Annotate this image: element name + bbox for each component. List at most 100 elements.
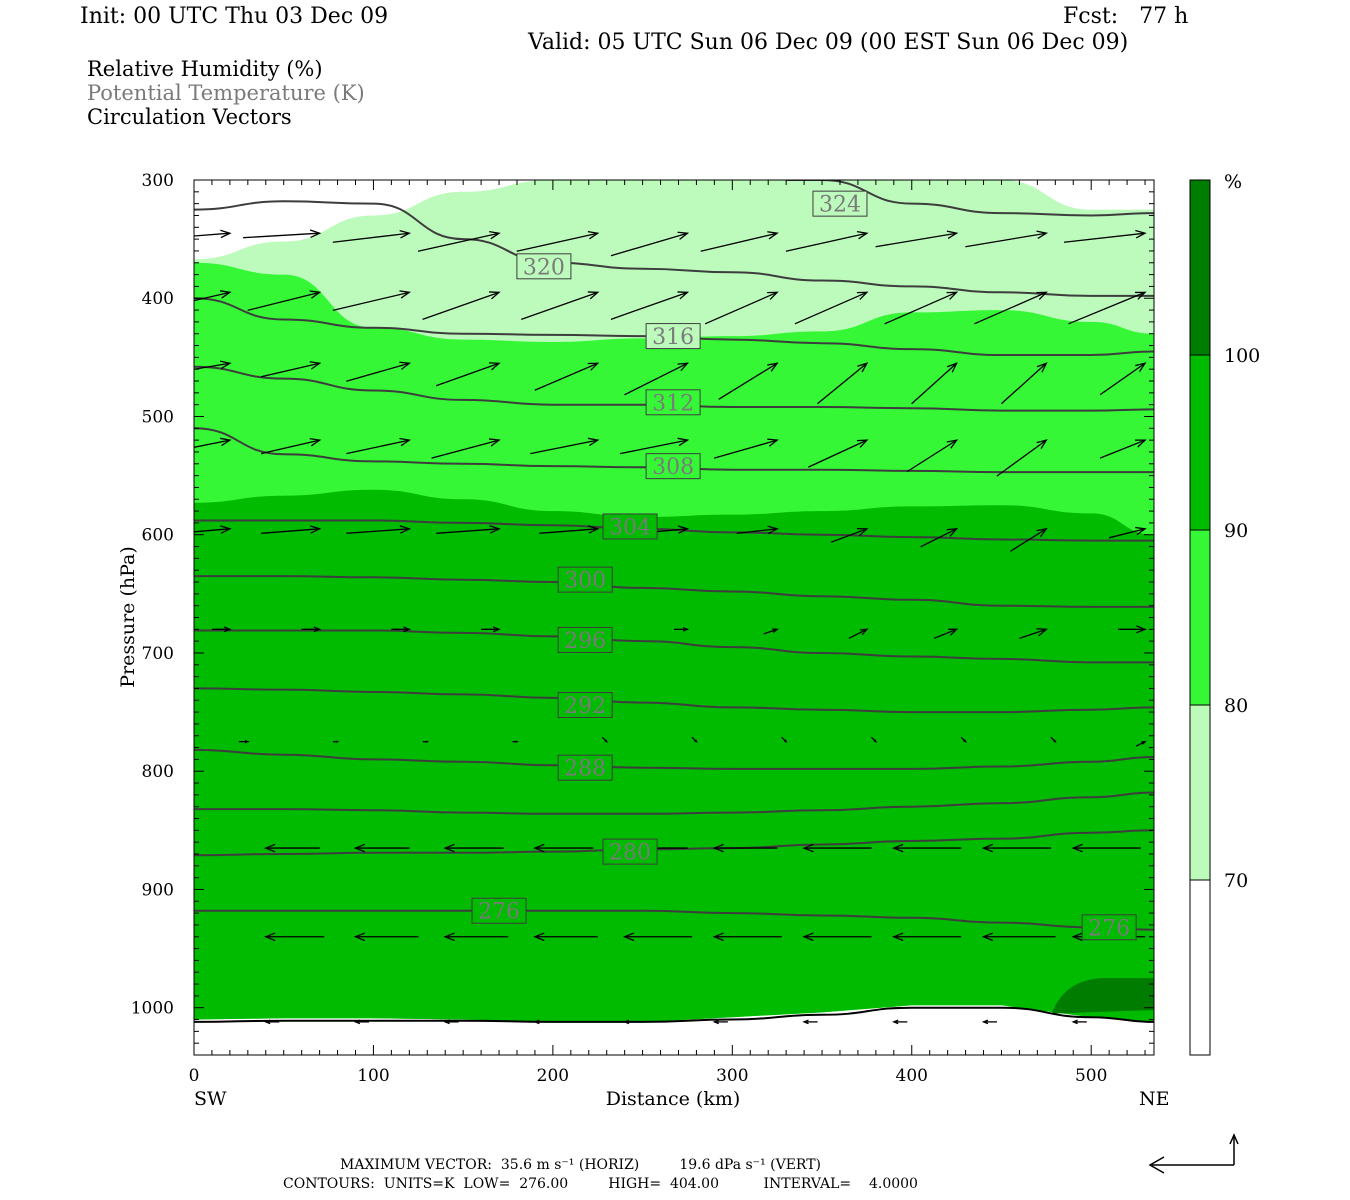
circulation-vector <box>391 626 412 633</box>
theta-label-box-320 <box>516 253 572 280</box>
theta-label-box-312 <box>645 389 701 416</box>
circulation-vector <box>534 362 600 391</box>
y-tick-label: 900 <box>142 880 174 900</box>
circulation-vector <box>422 291 501 320</box>
circulation-vector <box>346 361 412 382</box>
circulation-vector <box>516 230 600 252</box>
circulation-vector <box>194 290 232 302</box>
circulation-vector <box>974 291 1048 325</box>
field-rh-title: Relative Humidity (%) <box>87 57 323 81</box>
theta-label-box-324 <box>812 190 868 217</box>
circulation-vector <box>194 437 232 448</box>
theta-contour-276 <box>194 909 1154 931</box>
circulation-vector <box>539 525 600 534</box>
colorbar-tick-label: 100 <box>1224 345 1260 367</box>
circulation-vector <box>712 932 782 942</box>
circulation-vector <box>892 843 962 853</box>
circulation-vector <box>353 1019 369 1025</box>
circulation-vector <box>736 525 779 535</box>
circulation-vector <box>848 628 869 639</box>
circulation-vector <box>243 229 322 239</box>
circulation-vector <box>1000 362 1048 405</box>
contour-info: CONTOURS: UNITS=K LOW= 276.00 HIGH= 404.… <box>283 1176 918 1192</box>
circulation-vector <box>353 932 419 942</box>
circulation-vector <box>443 843 504 853</box>
y-tick-label: 300 <box>142 171 174 191</box>
theta-label-304: 304 <box>609 515 651 540</box>
x-tick-label: 400 <box>896 1066 928 1086</box>
circulation-vector <box>1118 625 1147 634</box>
x-tick-label: 300 <box>716 1066 748 1086</box>
theta-contour-284 <box>194 791 1154 815</box>
circulation-vector <box>712 843 778 853</box>
theta-contour-292 <box>194 687 1154 714</box>
circulation-vector <box>673 626 690 632</box>
circulation-vector <box>261 525 322 534</box>
circulation-vector <box>346 525 412 534</box>
x-tick-label: 0 <box>189 1066 200 1086</box>
theta-label-box-316 <box>645 323 701 350</box>
circulation-vector <box>512 740 519 743</box>
colorbar-segment <box>1189 529 1211 706</box>
circulation-vector <box>712 1019 728 1025</box>
circulation-vector <box>610 231 690 257</box>
rh-100-region <box>1051 978 1154 1014</box>
circulation-vector <box>264 932 325 942</box>
max-vector-note: MAXIMUM VECTOR: 35.6 m s⁻¹ (HORIZ) 19.6 … <box>340 1157 822 1173</box>
theta-label-box-308 <box>645 453 701 480</box>
colorbar-segment <box>1189 704 1211 881</box>
circulation-vectors <box>194 229 1147 1025</box>
circulation-vector <box>301 626 322 633</box>
theta-label-308: 308 <box>652 455 694 480</box>
circulation-vector <box>781 736 788 743</box>
theta-label-280: 280 <box>609 841 651 866</box>
circulation-vector <box>264 1019 280 1025</box>
circulation-vector <box>521 291 600 320</box>
circulation-vector <box>933 628 959 639</box>
circulation-vector <box>906 439 959 473</box>
circulation-vector <box>619 437 690 455</box>
circulation-vector <box>436 525 501 534</box>
init-time: Init: 00 UTC Thu 03 Dec 09 <box>80 4 389 29</box>
x-end-label-left: SW <box>194 1088 227 1110</box>
theta-label-312: 312 <box>652 391 694 416</box>
circulation-vector <box>443 932 509 942</box>
circulation-vector <box>194 360 232 370</box>
circulation-vector <box>808 439 869 468</box>
circulation-vector <box>704 291 779 325</box>
theta-label-box-292 <box>557 692 613 718</box>
circulation-vector <box>247 290 322 311</box>
circulation-vector <box>691 736 698 743</box>
theta-label-box-300 <box>557 566 613 593</box>
colorbar-segment <box>1189 879 1211 1056</box>
circulation-vector <box>785 230 869 252</box>
circulation-vector <box>443 1019 459 1025</box>
y-tick-label: 500 <box>142 407 174 427</box>
theta-contour-324 <box>786 180 1154 217</box>
circulation-vector <box>332 229 412 243</box>
theta-label-box-288 <box>557 754 613 781</box>
x-tick-label: 100 <box>357 1066 389 1086</box>
theta-label-324: 324 <box>819 193 861 218</box>
colorbar: 70 80 90 100 <box>1189 179 1260 1056</box>
rh-shading <box>194 180 1154 1022</box>
circulation-vector <box>1050 736 1057 743</box>
y-tick-label: 800 <box>142 762 174 782</box>
circulation-vector <box>533 843 594 853</box>
circulation-vector <box>700 231 779 252</box>
theta-label-box-280 <box>602 838 658 865</box>
theta-label-316: 316 <box>652 325 694 350</box>
theta-contour-320 <box>194 200 1154 297</box>
circulation-vector <box>610 291 690 320</box>
circulation-vector <box>260 437 322 455</box>
circulation-vector <box>802 843 872 853</box>
circulation-vector <box>794 291 869 325</box>
circulation-vector <box>238 739 250 744</box>
theta-contour-280 <box>194 829 1154 857</box>
circulation-vector <box>981 1019 998 1025</box>
x-axis-label: Distance (km) <box>606 1088 741 1110</box>
circulation-vector <box>1019 628 1048 639</box>
theta-label-276: 276 <box>478 900 520 925</box>
y-tick-label: 700 <box>142 644 174 664</box>
